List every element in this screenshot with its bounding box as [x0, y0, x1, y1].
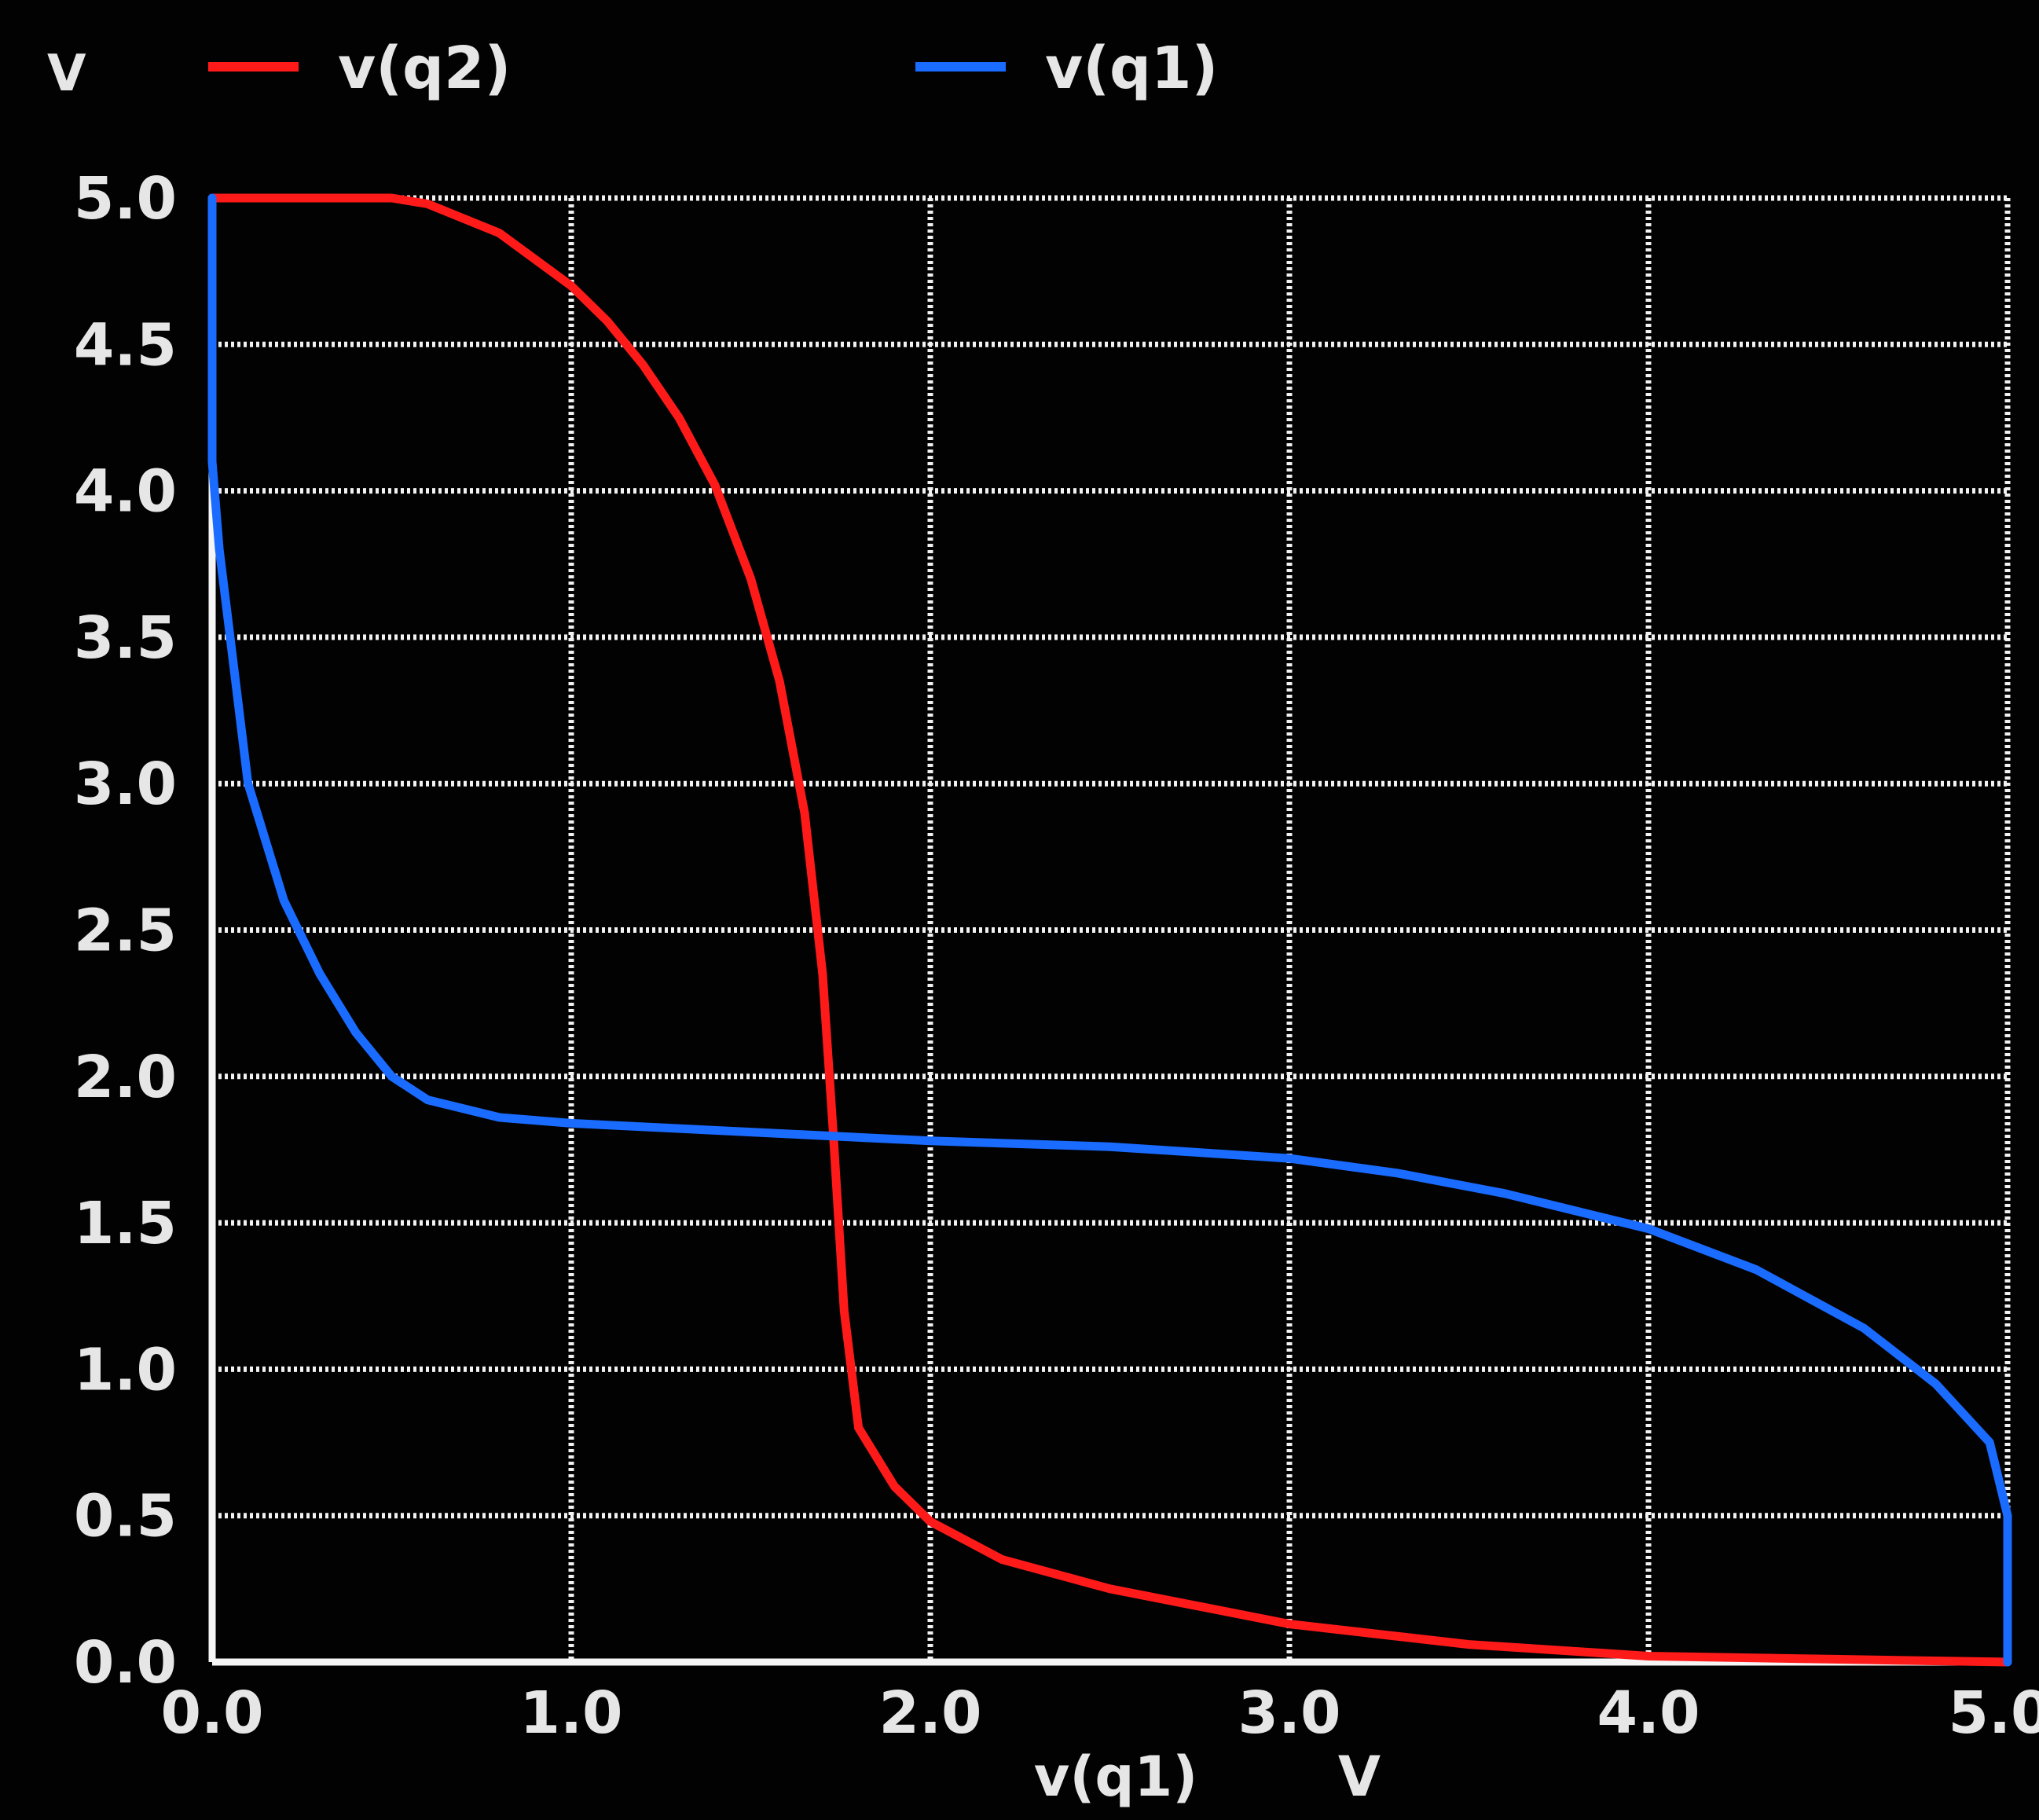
series-line-vq1 [207, 193, 2012, 1667]
legend: v(q2) v(q1) [208, 35, 1218, 102]
x-tick-label: 5.0 [1948, 1679, 2039, 1747]
x-tick-label: 1.0 [519, 1679, 622, 1747]
grid [212, 195, 2011, 1662]
axes [208, 198, 2008, 1666]
y-unit-label: V [47, 45, 86, 103]
legend-label: v(q2) [338, 35, 511, 102]
y-tick-label: 0.5 [74, 1483, 177, 1550]
series-line-vq2 [207, 193, 2012, 1667]
x-tick-label: 4.0 [1597, 1679, 1700, 1747]
x-tick-label: 3.0 [1238, 1679, 1340, 1747]
x-axis-label: v(q1) [1034, 1745, 1197, 1809]
tick-labels: 0.0 1.0 2.0 3.0 4.0 5.0 0.0 0.5 1.0 1.5 2.0 2.5 3.0 3… [74, 165, 2039, 1747]
y-tick-label: 3.5 [74, 604, 177, 672]
y-tick-label: 2.0 [74, 1044, 177, 1111]
x-unit-label: V [1338, 1745, 1381, 1809]
series-layer [207, 193, 2012, 1667]
y-tick-label: 4.5 [74, 311, 177, 379]
y-tick-label: 4.0 [74, 458, 177, 526]
y-tick-label: 5.0 [74, 165, 177, 233]
x-tick-label: 0.0 [160, 1679, 263, 1747]
y-tick-label: 1.0 [74, 1336, 177, 1404]
legend-label: v(q1) [1045, 35, 1218, 102]
y-tick-label: 2.5 [74, 897, 177, 965]
x-tick-label: 2.0 [878, 1679, 981, 1747]
y-tick-label: 3.0 [74, 750, 177, 818]
y-tick-label: 0.0 [74, 1629, 177, 1697]
y-tick-label: 1.5 [74, 1190, 177, 1257]
